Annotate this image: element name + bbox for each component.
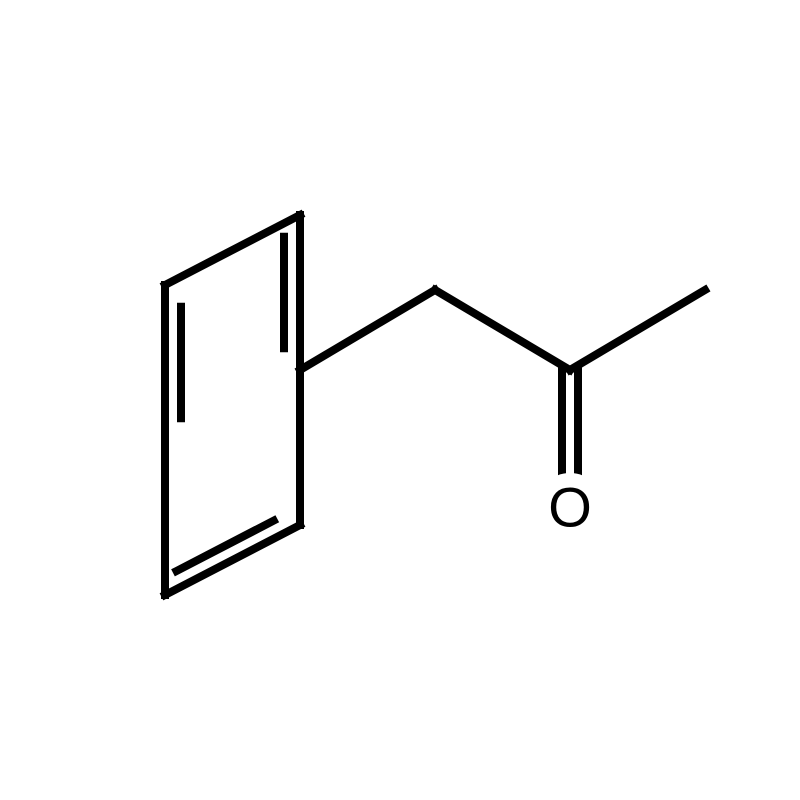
bond-line xyxy=(300,290,435,370)
bond-line xyxy=(165,215,300,285)
bond-line xyxy=(435,290,570,370)
bond-line xyxy=(165,525,300,595)
molecule-canvas xyxy=(0,0,800,800)
bond-line xyxy=(570,290,705,370)
bonds-layer xyxy=(165,215,705,595)
atom-label-o: O xyxy=(548,475,592,540)
